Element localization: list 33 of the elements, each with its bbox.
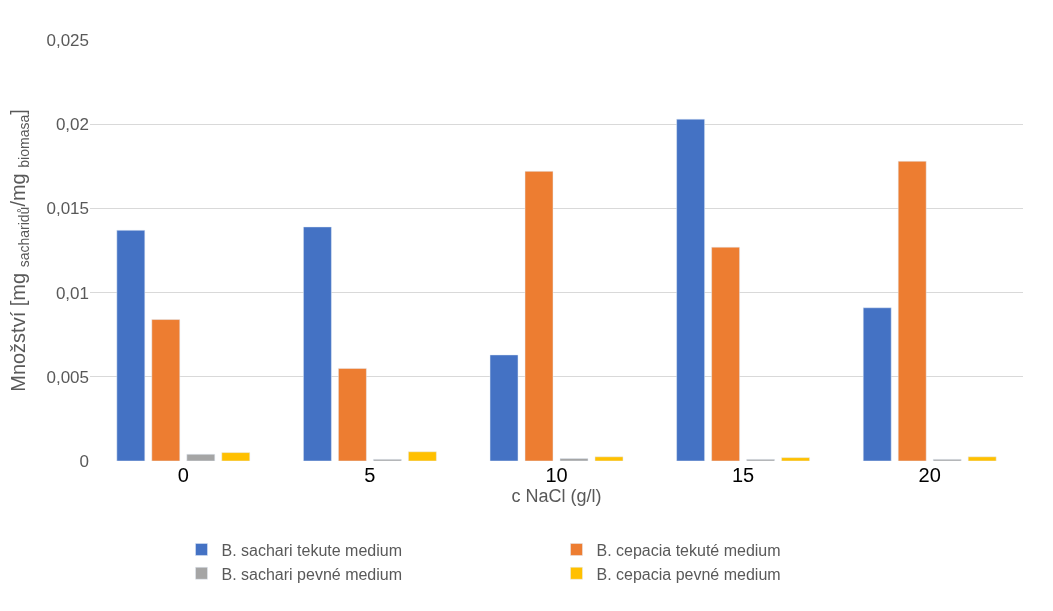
bar [781,457,810,461]
x-tick-label: 0 [177,464,189,486]
x-tick-label: 20 [918,464,941,486]
y-tick-label: 0,025 [46,30,89,50]
y-tick-label: 0,005 [46,367,89,387]
legend-label: B. sachari tekute medium [221,541,403,559]
bar [711,246,740,461]
bar [559,458,589,461]
bar [489,354,519,461]
bar [408,451,437,461]
bar [524,171,554,461]
y-tick-label: 0,02 [55,115,89,135]
y-tick-label: 0 [79,451,89,471]
y-tick-label: 0,01 [55,283,89,303]
y-tick-label: 0,015 [46,199,89,219]
bar [303,226,332,461]
bar [221,452,251,461]
bar [676,118,705,461]
x-tick-label: 10 [545,464,568,486]
bar [897,161,927,461]
legend-label: B. sachari pevné medium [221,565,403,583]
x-tick-label: 5 [364,464,376,486]
x-tick-label: 15 [731,464,755,486]
bar [151,319,181,461]
legend-label: B. cepacia tekuté medium [596,541,781,559]
bar [967,456,997,461]
bar [338,368,367,461]
legend-label: B. cepacia pevné medium [596,565,781,583]
bar [594,456,624,461]
bar [862,307,892,461]
x-axis-title: c NaCl (g/l) [511,486,602,507]
bar [186,454,216,461]
bar [116,230,146,461]
